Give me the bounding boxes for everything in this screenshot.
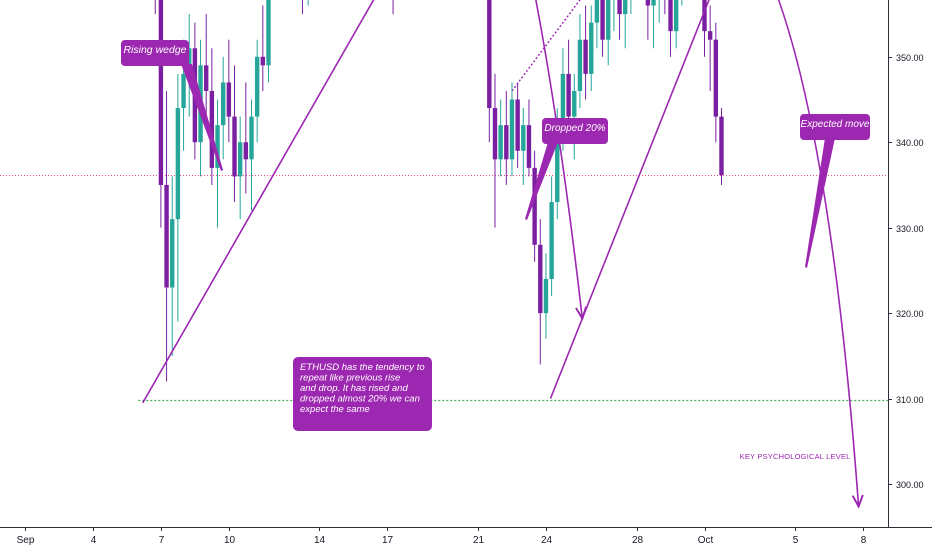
expected-move-callout-box	[800, 114, 870, 140]
candle-body-down	[532, 167, 537, 245]
x-tick-label: 10	[224, 535, 236, 546]
x-tick-label: 24	[541, 535, 553, 546]
x-tick-label: 21	[473, 535, 485, 546]
y-tick-label: 310.00	[896, 395, 924, 405]
candle-body-down	[668, 0, 673, 32]
candle-body-down	[487, 0, 492, 109]
candle-body-down	[209, 90, 215, 168]
candle-body-up	[498, 125, 503, 160]
candle-body-up	[673, 0, 679, 32]
annotations: Rising wedge Dropped 20% Expected move ETHU…	[121, 40, 870, 431]
expected-move-callout-pointer	[805, 138, 835, 268]
candle-body-down	[600, 0, 605, 40]
candle-body-up	[651, 0, 656, 6]
wedge-upper-line-2	[511, 0, 581, 92]
x-tick-label: 4	[91, 535, 97, 546]
dropped-callout-text: Dropped 20%	[544, 123, 605, 134]
candle-body-down	[707, 31, 713, 40]
candle-body-down	[702, 0, 707, 32]
x-tick-label: 8	[861, 535, 867, 546]
x-tick-label: 14	[314, 535, 326, 546]
candle-body-up	[560, 73, 566, 134]
candle-body-down	[583, 39, 588, 74]
candle-body-up	[509, 99, 515, 160]
candle-body-down	[645, 0, 651, 6]
trend-drawings	[142, 0, 858, 505]
dropped-callout-pointer	[525, 142, 558, 220]
candle-body-up	[623, 0, 628, 15]
candle-body-down	[538, 244, 543, 314]
rising-wedge-callout-text: Rising wedge	[123, 44, 186, 56]
y-tick-label: 320.00	[896, 309, 924, 319]
key-level-bottom-label: KEY PSYCHOLOGICAL LEVEL	[740, 452, 851, 461]
x-tick-label: Oct	[698, 535, 714, 546]
x-tick-label: 5	[793, 535, 799, 546]
candle-body-down	[515, 99, 520, 151]
x-tick-label: Sep	[17, 535, 35, 546]
candle-body-up	[521, 125, 526, 151]
candle-body-up	[589, 22, 594, 74]
candle-body-down	[713, 39, 719, 117]
rising-wedge-callout-pointer	[181, 64, 223, 171]
candle-body-up	[220, 82, 226, 126]
candle-body-down	[504, 125, 509, 160]
candle-body-down	[243, 142, 249, 160]
candle-body-down	[492, 108, 498, 160]
candle-body-down	[204, 65, 209, 91]
candle-body-down	[232, 116, 237, 177]
candle-body-up	[249, 116, 254, 160]
wedge-lower-line-2	[549, 0, 710, 399]
candle-body-down	[719, 116, 724, 176]
candle-body-up	[572, 90, 577, 117]
x-tick-label: 28	[632, 535, 644, 546]
wedge-lower-line-1	[142, 0, 375, 404]
candle-body-up	[170, 219, 175, 288]
candle-body-up	[187, 48, 192, 74]
y-tick-label: 340.00	[896, 138, 924, 148]
price-axis-panel	[888, 0, 932, 527]
candle-body-down	[226, 82, 232, 117]
candle-body-up	[577, 39, 583, 91]
drop-arc-1	[535, 0, 582, 317]
expected-move-callout-text: Expected move	[801, 119, 870, 130]
candle-body-up	[549, 202, 554, 279]
candle-body-down	[526, 125, 532, 168]
candle-body-up	[543, 278, 549, 314]
candle-body-up	[606, 0, 611, 40]
candle-body-down	[617, 0, 622, 15]
candle-body-up	[266, 0, 271, 66]
candle-body-down	[164, 184, 169, 288]
y-tick-label: 300.00	[896, 480, 924, 490]
dropped-callout-box	[542, 118, 608, 144]
candle-body-up	[181, 73, 186, 109]
candle-body-down	[158, 0, 164, 185]
x-tick-label: 17	[382, 535, 394, 546]
candle-body-up	[555, 133, 560, 203]
y-tick-label: 330.00	[896, 224, 924, 234]
candle-body-up	[594, 0, 600, 23]
candle-body-down	[566, 73, 571, 117]
x-tick-label: 7	[159, 535, 165, 546]
candle-body-down	[260, 56, 266, 66]
description-text: ETHUSD has the tendency to repeat like pr…	[300, 362, 425, 415]
candle-body-up	[254, 56, 260, 117]
description-box	[293, 357, 432, 431]
y-tick-label: 350.00	[896, 53, 924, 63]
projection-arc-2	[777, 0, 858, 505]
candle-body-up	[215, 125, 220, 168]
rising-wedge-callout-box	[121, 40, 189, 66]
candle-body-up	[237, 142, 243, 177]
candle-body-up	[175, 108, 181, 220]
